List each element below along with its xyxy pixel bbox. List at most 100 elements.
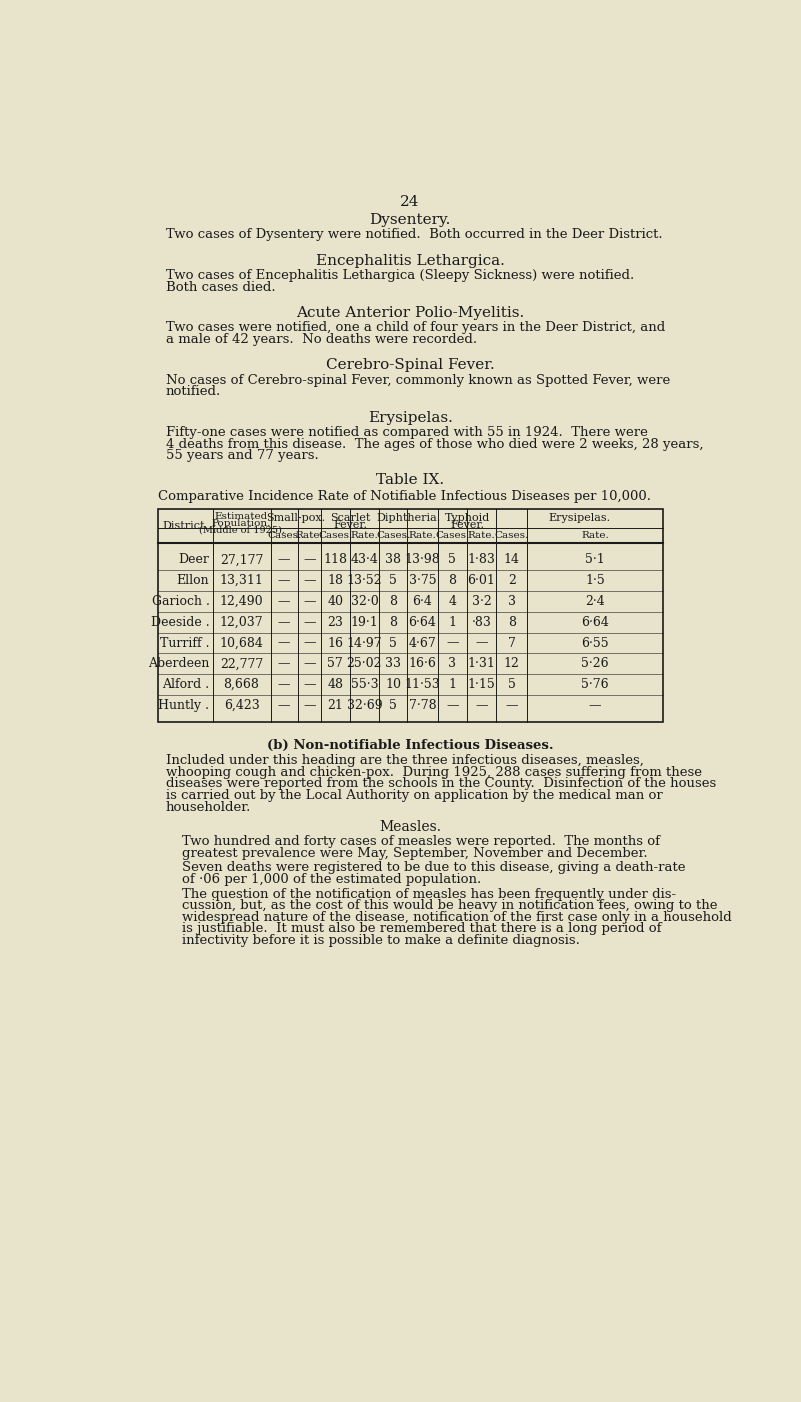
Text: Erysipelas.: Erysipelas. <box>549 513 610 523</box>
Text: 4 deaths from this disease.  The ages of those who died were 2 weeks, 28 years,: 4 deaths from this disease. The ages of … <box>166 437 703 451</box>
Text: 1·15: 1·15 <box>468 679 495 691</box>
Text: —: — <box>303 594 316 608</box>
Text: is justifiable.  It must also be remembered that there is a long period of: is justifiable. It must also be remember… <box>182 923 661 935</box>
Text: 12,037: 12,037 <box>219 615 264 628</box>
Text: 55·3: 55·3 <box>351 679 378 691</box>
Text: 11·53: 11·53 <box>405 679 441 691</box>
Text: notified.: notified. <box>166 386 221 398</box>
Text: 32·0: 32·0 <box>351 594 378 608</box>
Text: Encephalitis Lethargica.: Encephalitis Lethargica. <box>316 254 505 268</box>
Text: 5·1: 5·1 <box>585 554 605 566</box>
Text: 1: 1 <box>449 679 457 691</box>
Text: householder.: householder. <box>166 801 252 813</box>
Text: Turriff .: Turriff . <box>160 637 209 649</box>
Text: —: — <box>278 679 291 691</box>
Text: 16: 16 <box>328 637 344 649</box>
Text: 6·01: 6·01 <box>468 575 495 587</box>
Text: Both cases died.: Both cases died. <box>166 280 276 293</box>
Text: Deeside .: Deeside . <box>151 615 209 628</box>
Text: Typhoid: Typhoid <box>445 513 489 523</box>
Text: 3·75: 3·75 <box>409 575 437 587</box>
Text: 48: 48 <box>328 679 344 691</box>
Text: Deer: Deer <box>179 554 209 566</box>
Text: —: — <box>303 637 316 649</box>
Text: 18: 18 <box>328 575 344 587</box>
Text: (Middle of 1925).: (Middle of 1925). <box>199 526 284 534</box>
Text: Acute Anterior Polio-Myelitis.: Acute Anterior Polio-Myelitis. <box>296 306 524 320</box>
Text: —: — <box>278 637 291 649</box>
Text: 10,684: 10,684 <box>219 637 264 649</box>
Text: Fever.: Fever. <box>333 520 367 530</box>
Text: 5·76: 5·76 <box>582 679 609 691</box>
Text: greatest prevalence were May, September, November and December.: greatest prevalence were May, September,… <box>182 847 647 859</box>
Text: —: — <box>505 698 518 712</box>
Text: 8: 8 <box>449 575 457 587</box>
Text: Two hundred and forty cases of measles were reported.  The months of: Two hundred and forty cases of measles w… <box>182 836 659 848</box>
Text: 3: 3 <box>449 658 457 670</box>
Text: —: — <box>589 698 602 712</box>
Text: Seven deaths were registered to be due to this disease, giving a death-rate: Seven deaths were registered to be due t… <box>182 861 685 875</box>
Text: Two cases of Encephalitis Lethargica (Sleepy Sickness) were notified.: Two cases of Encephalitis Lethargica (Sl… <box>166 269 634 282</box>
Text: Rate.: Rate. <box>351 531 378 540</box>
Text: Erysipelas.: Erysipelas. <box>368 411 453 425</box>
Text: infectivity before it is possible to make a definite diagnosis.: infectivity before it is possible to mak… <box>182 934 579 946</box>
Text: Huntly .: Huntly . <box>159 698 209 712</box>
Text: 6·64: 6·64 <box>581 615 609 628</box>
Text: 8: 8 <box>389 615 397 628</box>
Text: 6,423: 6,423 <box>223 698 260 712</box>
Text: Cerebro-Spinal Fever.: Cerebro-Spinal Fever. <box>326 359 494 373</box>
Text: 40: 40 <box>328 594 344 608</box>
Text: 13·52: 13·52 <box>347 575 382 587</box>
Text: 1·31: 1·31 <box>468 658 495 670</box>
Text: 16·6: 16·6 <box>409 658 437 670</box>
Text: 5: 5 <box>389 698 397 712</box>
Text: 6·55: 6·55 <box>582 637 609 649</box>
Text: 24: 24 <box>400 195 420 209</box>
Text: whooping cough and chicken-pox.  During 1925, 288 cases suffering from these: whooping cough and chicken-pox. During 1… <box>166 765 702 780</box>
Text: 1·83: 1·83 <box>468 554 495 566</box>
Text: 5·26: 5·26 <box>582 658 609 670</box>
Text: Estimated: Estimated <box>215 512 268 520</box>
Text: The question of the notification of measles has been frequently under dis-: The question of the notification of meas… <box>182 887 675 900</box>
Text: —: — <box>278 658 291 670</box>
Text: 1: 1 <box>449 615 457 628</box>
Text: —: — <box>278 698 291 712</box>
Text: 6·4: 6·4 <box>413 594 433 608</box>
Text: 8: 8 <box>508 615 516 628</box>
Text: —: — <box>303 658 316 670</box>
Text: 3·2: 3·2 <box>472 594 491 608</box>
Text: of ·06 per 1,000 of the estimated population.: of ·06 per 1,000 of the estimated popula… <box>182 873 481 886</box>
Text: —: — <box>303 698 316 712</box>
Text: Small-pox.: Small-pox. <box>266 513 325 523</box>
Text: Aberdeen: Aberdeen <box>148 658 209 670</box>
Text: 32·69: 32·69 <box>347 698 382 712</box>
Text: 38: 38 <box>385 554 401 566</box>
Text: Measles.: Measles. <box>379 820 441 834</box>
Text: 10: 10 <box>385 679 401 691</box>
Text: Dysentery.: Dysentery. <box>369 213 451 227</box>
Text: 12,490: 12,490 <box>219 594 264 608</box>
Text: Comparative Incidence Rate of Notifiable Infectious Diseases per 10,000.: Comparative Incidence Rate of Notifiable… <box>159 491 651 503</box>
Text: —: — <box>303 615 316 628</box>
Text: —: — <box>446 698 459 712</box>
Text: 8: 8 <box>389 594 397 608</box>
Text: Fever.: Fever. <box>450 520 484 530</box>
Text: —: — <box>303 679 316 691</box>
Text: 8,668: 8,668 <box>223 679 260 691</box>
Text: —: — <box>446 637 459 649</box>
Text: Included under this heading are the three infectious diseases, measles,: Included under this heading are the thre… <box>166 754 644 767</box>
Text: 13·98: 13·98 <box>405 554 441 566</box>
Text: Alford .: Alford . <box>163 679 209 691</box>
Text: 5: 5 <box>389 637 397 649</box>
Text: 33: 33 <box>385 658 401 670</box>
Text: Cases.: Cases. <box>494 531 529 540</box>
Text: Rate.: Rate. <box>468 531 495 540</box>
Text: Cases.: Cases. <box>376 531 410 540</box>
Text: Two cases of Dysentery were notified.  Both occurred in the Deer District.: Two cases of Dysentery were notified. Bo… <box>166 229 662 241</box>
Text: —: — <box>278 594 291 608</box>
Text: 55 years and 77 years.: 55 years and 77 years. <box>166 450 319 463</box>
Text: is carried out by the Local Authority on application by the medical man or: is carried out by the Local Authority on… <box>166 789 662 802</box>
Text: Cases.: Cases. <box>318 531 352 540</box>
Text: cussion, but, as the cost of this would be heavy in notification fees, owing to : cussion, but, as the cost of this would … <box>182 899 717 913</box>
Text: 43·4: 43·4 <box>351 554 378 566</box>
